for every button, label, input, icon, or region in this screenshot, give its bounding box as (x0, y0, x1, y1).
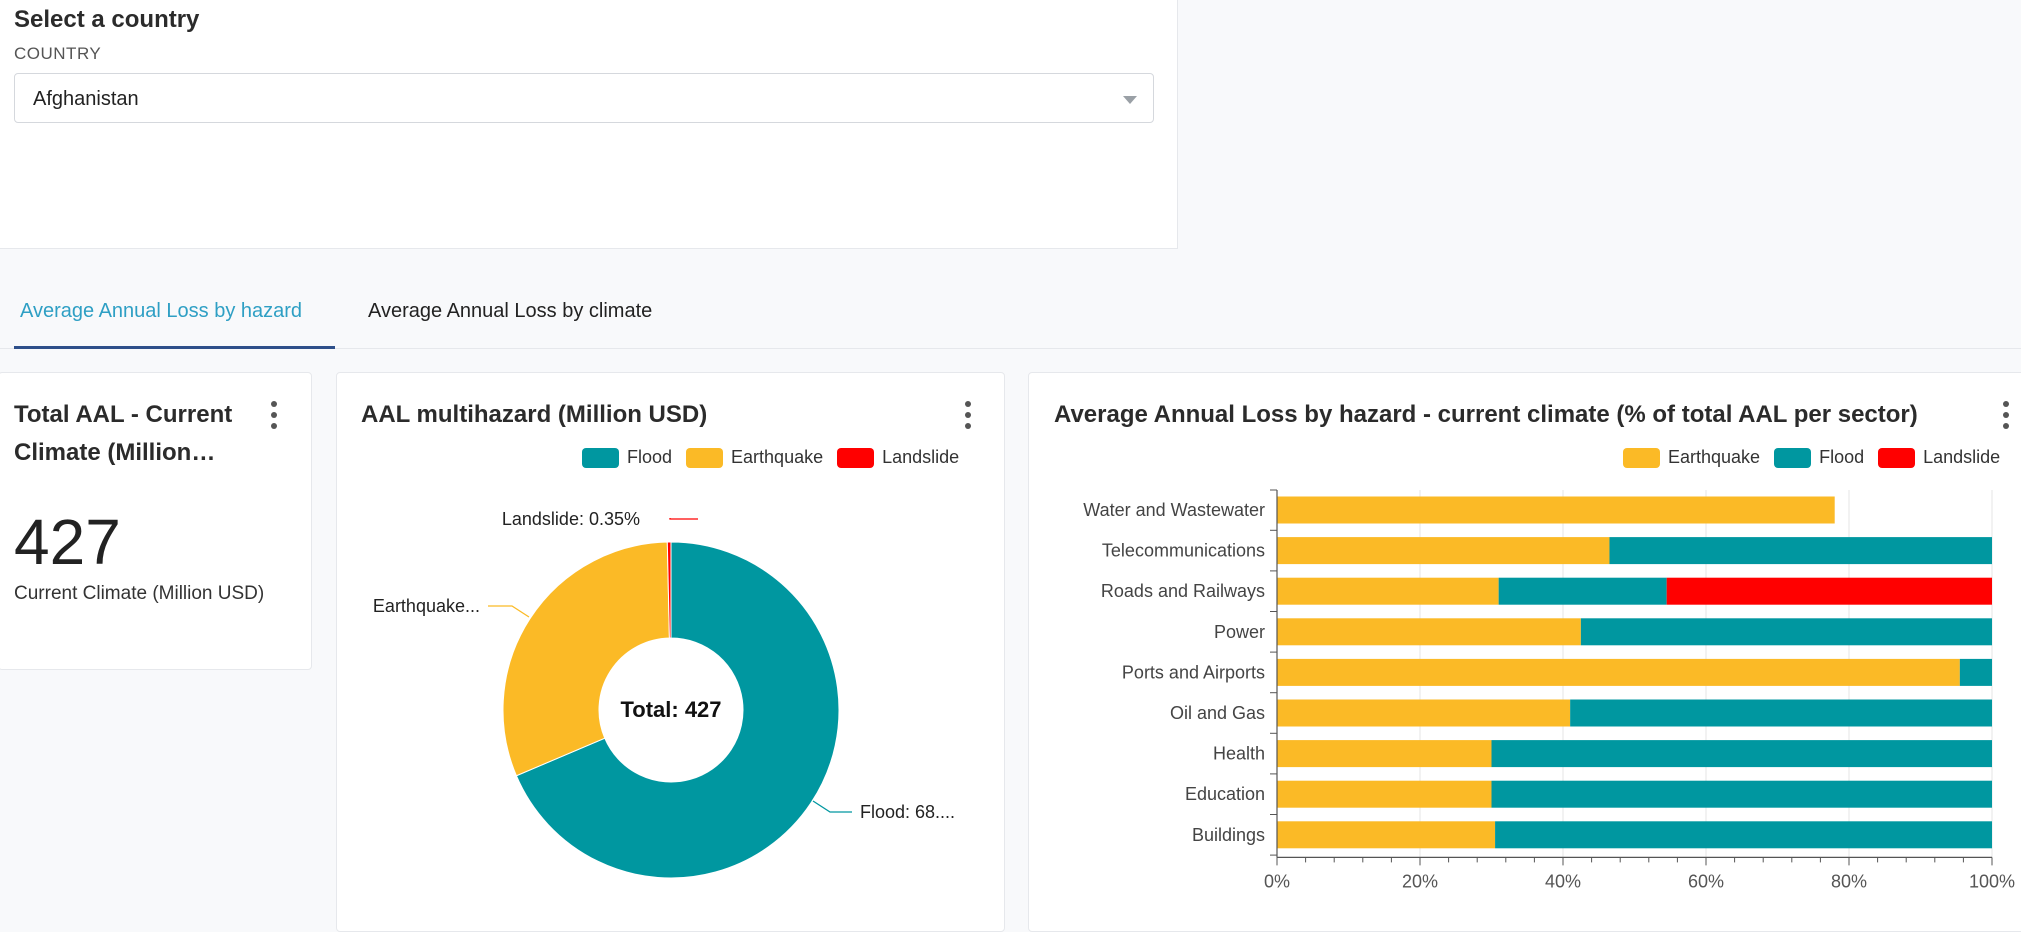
bar-flood[interactable] (1491, 780, 1993, 808)
legend-label-earthquake: Earthquake (1668, 447, 1761, 467)
donut-slice-earthquake[interactable] (502, 541, 670, 777)
bar-earthquake[interactable] (1277, 780, 1492, 808)
x-tick-label: 80% (1831, 871, 1867, 891)
bar-landslide[interactable] (1666, 577, 1992, 605)
bar-flood[interactable] (1580, 618, 1992, 646)
slice-label-earthquake: Earthquake... (373, 596, 480, 616)
legend-item-landslide[interactable]: Landslide (837, 447, 959, 468)
category-label: Education (1185, 784, 1265, 804)
earthquake-leader-line (488, 605, 530, 618)
country-selector-card: Select a country COUNTRY Afghanistan (0, 0, 1178, 249)
bar-flood[interactable] (1609, 537, 1992, 565)
total-aal-title: Total AAL - Current Climate (Million… (14, 396, 232, 472)
country-select-value: Afghanistan (33, 88, 139, 110)
donut-slice-flood[interactable] (515, 541, 840, 879)
aal-multihazard-title: AAL multihazard (Million USD) (361, 401, 708, 428)
x-tick-label: 40% (1545, 871, 1581, 891)
flood-leader-line (812, 800, 852, 813)
bar-earthquake[interactable] (1277, 496, 1835, 524)
x-tick-label: 0% (1264, 871, 1290, 891)
more-options-icon[interactable] (270, 401, 278, 429)
more-options-icon[interactable] (964, 401, 972, 429)
category-label: Ports and Airports (1122, 662, 1265, 682)
bar-earthquake[interactable] (1277, 537, 1610, 565)
category-label: Oil and Gas (1170, 703, 1265, 723)
bar-flood[interactable] (1570, 699, 1992, 727)
legend-label-flood: Flood (1819, 447, 1865, 467)
aal-by-sector-title: Average Annual Loss by hazard - current … (1054, 401, 1918, 428)
legend-swatch-landslide (837, 447, 875, 468)
donut-chart: Landslide: 0.35% Earthquake... Flood: 68… (373, 509, 955, 879)
legend-swatch-flood (582, 447, 619, 468)
legend-item-earthquake[interactable]: Earthquake (1623, 447, 1760, 468)
category-label: Buildings (1192, 825, 1265, 845)
country-field-label: COUNTRY (14, 44, 102, 63)
tab-aal-by-climate[interactable]: Average Annual Loss by climate (368, 300, 653, 322)
donut-center-label: Total: 427 (620, 697, 721, 722)
chevron-down-icon[interactable] (1123, 96, 1137, 104)
legend-label-landslide: Landslide (1923, 447, 2001, 467)
total-aal-title-line2: Climate (Million… (14, 439, 216, 466)
bar-earthquake[interactable] (1277, 740, 1492, 768)
bar-earthquake[interactable] (1277, 577, 1499, 605)
category-label: Power (1214, 622, 1265, 642)
donut-slice-landslide[interactable] (666, 541, 672, 639)
total-aal-card (0, 372, 312, 670)
x-tick-label: 100% (1969, 871, 2015, 891)
bar-earthquake[interactable] (1277, 699, 1571, 727)
active-tab-indicator (14, 346, 335, 349)
legend-swatch-landslide (1878, 447, 1916, 468)
bar-earthquake[interactable] (1277, 821, 1496, 849)
legend-item-flood[interactable]: Flood (582, 447, 672, 468)
bar-flood[interactable] (1491, 740, 1993, 768)
legend-item-flood[interactable]: Flood (1774, 447, 1864, 468)
country-selector-title: Select a country (14, 6, 200, 33)
bar-flood[interactable] (1498, 577, 1667, 605)
slice-label-landslide: Landslide: 0.35% (502, 509, 640, 529)
bar-legend: Earthquake Flood Landslide (1609, 447, 2000, 468)
tab-bar: Average Annual Loss by hazard Average An… (0, 290, 2021, 349)
legend-item-earthquake[interactable]: Earthquake (686, 447, 823, 468)
bar-earthquake[interactable] (1277, 618, 1581, 646)
tab-aal-by-hazard[interactable]: Average Annual Loss by hazard (20, 300, 303, 322)
country-select[interactable]: Afghanistan (14, 73, 1154, 123)
landslide-leader-line (669, 518, 698, 520)
category-label: Health (1213, 744, 1265, 764)
bar-flood[interactable] (1495, 821, 1992, 849)
legend-swatch-earthquake (1623, 447, 1660, 468)
donut-legend: Flood Earthquake Landslide (568, 447, 959, 468)
legend-label-earthquake: Earthquake (731, 447, 824, 467)
bar-earthquake[interactable] (1277, 658, 1960, 686)
stacked-bar-chart: Water and Wastewater Telecommunications Ro… (1083, 489, 2015, 891)
legend-label-flood: Flood (627, 447, 673, 467)
x-tick-label: 60% (1688, 871, 1724, 891)
bar-flood[interactable] (1959, 658, 1992, 686)
legend-swatch-flood (1774, 447, 1812, 468)
x-tick-label: 20% (1402, 871, 1438, 891)
category-label: Water and Wastewater (1083, 500, 1265, 520)
category-label: Telecommunications (1102, 541, 1265, 561)
category-label: Roads and Railways (1101, 581, 1265, 601)
legend-swatch-earthquake (686, 447, 724, 468)
total-aal-value: 427 (14, 506, 121, 578)
slice-label-flood: Flood: 68.... (860, 802, 955, 822)
legend-label-landslide: Landslide (882, 447, 960, 467)
legend-item-landslide[interactable]: Landslide (1878, 447, 2000, 468)
more-options-icon[interactable] (2002, 401, 2010, 429)
total-aal-subtitle: Current Climate (Million USD) (14, 583, 265, 604)
total-aal-title-line1: Total AAL - Current (14, 401, 233, 428)
